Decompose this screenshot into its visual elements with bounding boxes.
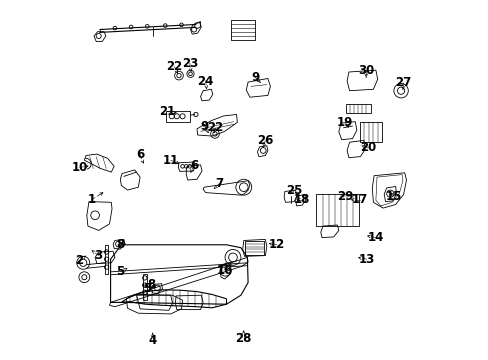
Text: 8: 8 xyxy=(146,278,155,291)
Bar xyxy=(244,241,264,255)
Text: 20: 20 xyxy=(360,141,376,154)
Text: 11: 11 xyxy=(162,154,179,167)
Text: 14: 14 xyxy=(367,231,383,244)
Text: 19: 19 xyxy=(336,116,353,129)
Text: 2: 2 xyxy=(75,255,83,267)
Text: 30: 30 xyxy=(357,64,373,77)
Text: 18: 18 xyxy=(293,193,310,206)
Text: 29: 29 xyxy=(336,190,353,203)
Text: 12: 12 xyxy=(268,238,285,251)
Text: 4: 4 xyxy=(148,334,157,347)
Text: 22: 22 xyxy=(207,121,224,134)
Text: 16: 16 xyxy=(216,264,232,276)
Text: 8: 8 xyxy=(116,238,124,251)
Text: 10: 10 xyxy=(71,161,87,174)
Text: 9: 9 xyxy=(251,71,259,84)
Bar xyxy=(166,111,190,122)
Text: 7: 7 xyxy=(215,177,223,190)
Text: 9: 9 xyxy=(201,120,208,132)
Bar xyxy=(346,104,370,113)
Text: 5: 5 xyxy=(143,282,151,294)
Bar xyxy=(359,122,381,142)
Bar xyxy=(230,20,255,40)
Text: 3: 3 xyxy=(95,249,102,262)
Text: 17: 17 xyxy=(351,193,367,206)
Text: 23: 23 xyxy=(181,57,198,69)
Bar xyxy=(316,194,358,226)
Text: 26: 26 xyxy=(257,134,273,147)
Text: 25: 25 xyxy=(285,184,302,197)
Text: 6: 6 xyxy=(136,148,144,161)
Text: 13: 13 xyxy=(358,253,374,266)
Text: 1: 1 xyxy=(87,193,95,206)
Text: 6: 6 xyxy=(189,159,198,172)
Text: 27: 27 xyxy=(395,76,411,89)
Text: 15: 15 xyxy=(385,190,401,203)
Text: 24: 24 xyxy=(197,75,213,87)
Text: 21: 21 xyxy=(159,105,175,118)
Text: 22: 22 xyxy=(166,60,182,73)
Text: 28: 28 xyxy=(235,332,251,345)
Text: 5: 5 xyxy=(116,265,124,278)
